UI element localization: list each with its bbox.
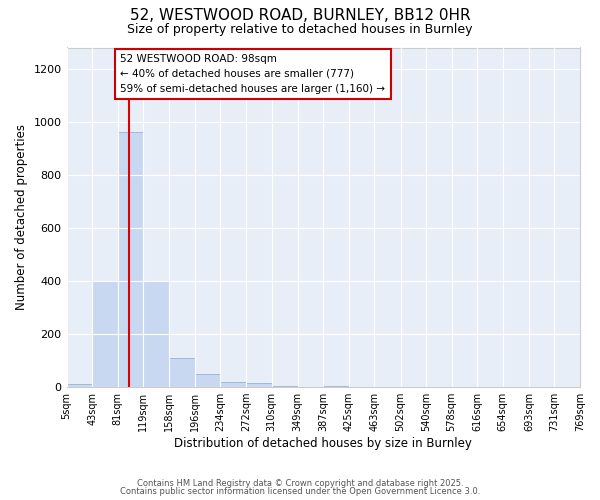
Bar (118, 132, 143, 387)
Bar (272, 386, 298, 387)
Bar (143, 281, 169, 387)
Bar (246, 383, 272, 387)
X-axis label: Distribution of detached houses by size in Burnley: Distribution of detached houses by size … (175, 437, 472, 450)
Y-axis label: Number of detached properties: Number of detached properties (15, 124, 28, 310)
Text: 52, WESTWOOD ROAD, BURNLEY, BB12 0HR: 52, WESTWOOD ROAD, BURNLEY, BB12 0HR (130, 8, 470, 22)
Bar (67, 384, 92, 387)
Bar (92, 281, 118, 387)
Text: Size of property relative to detached houses in Burnley: Size of property relative to detached ho… (127, 22, 473, 36)
Bar (323, 386, 349, 387)
Text: 52 WESTWOOD ROAD: 98sqm
← 40% of detached houses are smaller (777)
59% of semi-d: 52 WESTWOOD ROAD: 98sqm ← 40% of detache… (121, 54, 385, 94)
Bar (195, 374, 220, 387)
Bar (169, 358, 195, 387)
Text: Contains public sector information licensed under the Open Government Licence 3.: Contains public sector information licen… (120, 487, 480, 496)
Bar (220, 382, 246, 387)
Text: Contains HM Land Registry data © Crown copyright and database right 2025.: Contains HM Land Registry data © Crown c… (137, 478, 463, 488)
